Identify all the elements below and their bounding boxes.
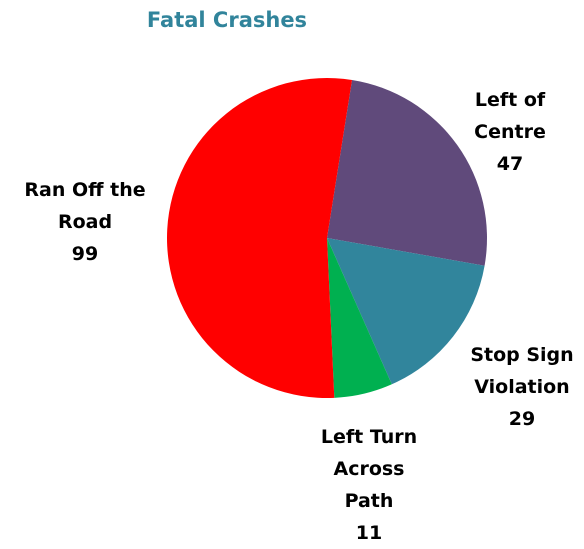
chart-title: Fatal Crashes (146, 8, 308, 32)
slice-label: Ran Off the Road 99 (5, 174, 165, 270)
category-label: Stop Sign Violation (470, 344, 574, 398)
pie-slice (327, 79, 487, 266)
value-label: 99 (71, 243, 99, 265)
slice-label: Stop Sign Violation 29 (462, 339, 582, 435)
pie-slice (327, 238, 485, 385)
value-label: 11 (355, 522, 383, 544)
category-label: Ran Off the Road (24, 179, 146, 233)
pie-slice (327, 238, 392, 398)
slice-label: Left of Centre 47 (460, 84, 560, 180)
pie-slice (167, 78, 353, 399)
category-label: Left Turn Across Path (320, 426, 418, 512)
value-label: 47 (496, 153, 524, 175)
category-label: Left of Centre (474, 89, 546, 143)
value-label: 29 (508, 408, 536, 430)
slice-label: Left Turn Across Path 11 (314, 421, 424, 549)
